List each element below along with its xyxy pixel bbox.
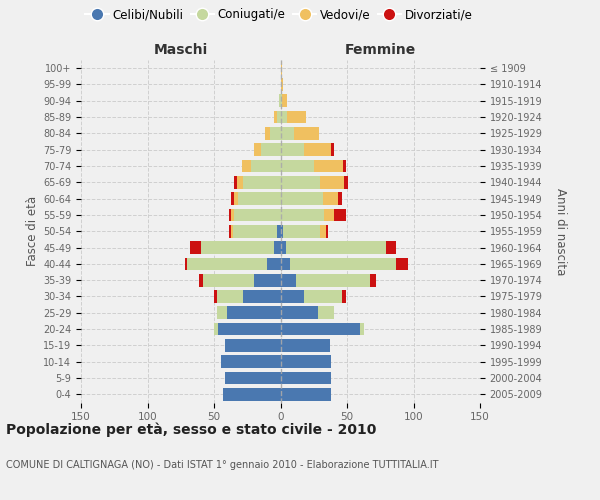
Bar <box>217 306 281 319</box>
Bar <box>281 322 360 336</box>
Bar <box>281 176 344 188</box>
Bar <box>281 192 338 205</box>
Bar <box>200 241 281 254</box>
Bar <box>224 372 281 384</box>
Bar <box>281 306 318 319</box>
Bar <box>243 290 281 303</box>
Bar <box>281 274 296 286</box>
Bar <box>242 160 281 172</box>
Bar <box>279 94 281 107</box>
Bar <box>199 274 281 286</box>
Bar <box>281 127 319 140</box>
Bar <box>281 144 304 156</box>
Bar <box>238 192 281 205</box>
Bar <box>223 388 281 400</box>
Bar <box>281 241 396 254</box>
Bar <box>281 192 323 205</box>
Bar <box>227 306 281 319</box>
Y-axis label: Fasce di età: Fasce di età <box>26 196 39 266</box>
Bar <box>231 225 281 237</box>
Bar <box>270 127 281 140</box>
Bar <box>281 356 331 368</box>
Bar <box>254 274 281 286</box>
Bar <box>281 94 282 107</box>
Y-axis label: Anni di nascita: Anni di nascita <box>554 188 567 275</box>
Bar <box>281 372 331 384</box>
Bar <box>231 192 281 205</box>
Bar <box>190 241 281 254</box>
Bar <box>281 144 334 156</box>
Bar <box>236 176 281 188</box>
Bar <box>234 208 281 222</box>
Bar <box>277 225 281 237</box>
Bar <box>281 176 349 188</box>
Bar <box>281 208 325 222</box>
Bar <box>229 225 281 237</box>
Legend: Celibi/Nubili, Coniugati/e, Vedovi/e, Divorziati/e: Celibi/Nubili, Coniugati/e, Vedovi/e, Di… <box>80 4 478 26</box>
Bar <box>231 208 281 222</box>
Bar <box>281 306 334 319</box>
Bar <box>281 208 346 222</box>
Bar <box>281 274 370 286</box>
Text: Popolazione per età, sesso e stato civile - 2010: Popolazione per età, sesso e stato civil… <box>6 422 376 437</box>
Bar <box>281 290 304 303</box>
Bar <box>281 127 294 140</box>
Bar <box>281 110 306 124</box>
Bar <box>260 144 281 156</box>
Bar <box>251 160 281 172</box>
Bar <box>281 225 328 237</box>
Bar <box>281 208 334 222</box>
Bar <box>281 160 343 172</box>
Bar <box>243 176 281 188</box>
Bar <box>281 176 320 188</box>
Bar <box>187 258 281 270</box>
Text: COMUNE DI CALTIGNAGA (NO) - Dati ISTAT 1° gennaio 2010 - Elaborazione TUTTITALIA: COMUNE DI CALTIGNAGA (NO) - Dati ISTAT 1… <box>6 460 439 470</box>
Bar <box>281 258 396 270</box>
Bar <box>274 241 281 254</box>
Bar <box>214 322 281 336</box>
Bar <box>281 258 408 270</box>
Bar <box>254 144 281 156</box>
Bar <box>185 258 281 270</box>
Bar <box>281 241 286 254</box>
Bar <box>281 388 331 400</box>
Bar <box>281 290 346 303</box>
Bar <box>277 110 281 124</box>
Bar <box>281 225 283 237</box>
Bar <box>224 339 281 352</box>
Text: Femmine: Femmine <box>344 42 416 56</box>
Bar <box>233 225 281 237</box>
Bar <box>281 160 314 172</box>
Text: Maschi: Maschi <box>154 42 208 56</box>
Bar <box>281 78 283 91</box>
Bar <box>281 144 331 156</box>
Bar <box>234 176 281 188</box>
Bar <box>265 127 281 140</box>
Bar <box>281 322 364 336</box>
Bar <box>221 356 281 368</box>
Bar <box>281 225 326 237</box>
Bar <box>281 160 346 172</box>
Bar <box>281 110 287 124</box>
Bar <box>234 192 281 205</box>
Bar <box>281 241 386 254</box>
Bar <box>281 225 320 237</box>
Bar <box>214 290 281 303</box>
Bar <box>203 274 281 286</box>
Bar <box>281 192 341 205</box>
Bar <box>267 258 281 270</box>
Bar <box>281 62 282 74</box>
Bar <box>281 94 287 107</box>
Bar <box>229 208 281 222</box>
Bar <box>274 110 281 124</box>
Bar <box>217 290 281 303</box>
Bar <box>218 322 281 336</box>
Bar <box>281 290 341 303</box>
Bar <box>281 339 330 352</box>
Bar <box>281 274 376 286</box>
Bar <box>281 258 290 270</box>
